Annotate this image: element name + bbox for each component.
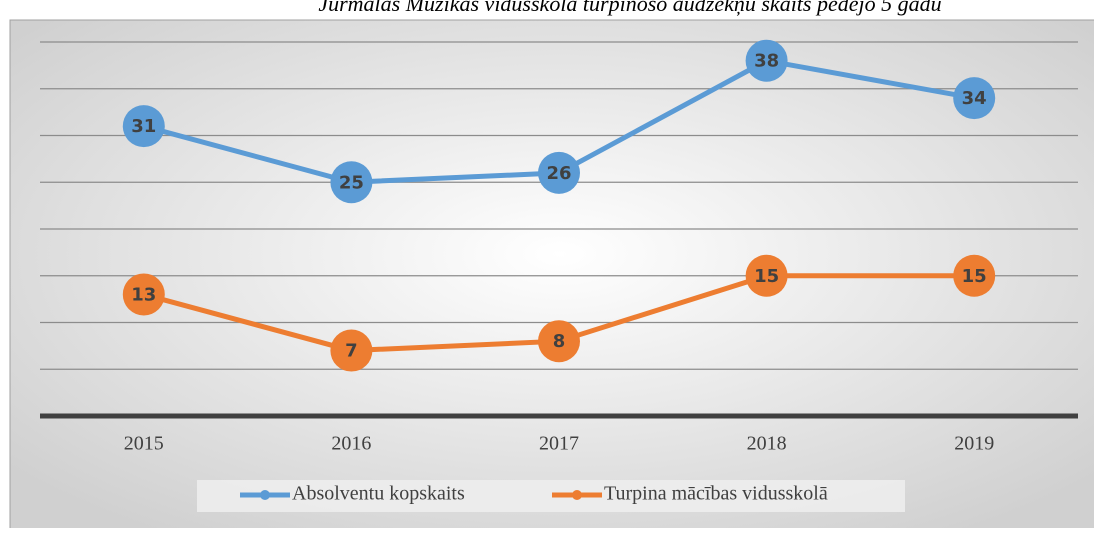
data-point: 15 [953, 254, 996, 297]
data-label: 38 [754, 51, 779, 72]
data-point: 25 [330, 161, 373, 204]
data-point: 34 [953, 77, 996, 120]
x-tick-label: 2016 [331, 433, 371, 455]
data-point: 15 [745, 254, 788, 297]
legend-marker [260, 490, 270, 500]
x-tick-label: 2018 [747, 433, 787, 455]
chart-title: Jūrmalas Mūzikas vidusskolā turpinošo au… [318, 0, 941, 16]
legend-label: Absolventu kopskaits [292, 483, 465, 505]
marker [745, 39, 788, 82]
data-label: 15 [754, 266, 779, 287]
data-label: 13 [131, 284, 156, 305]
marker [122, 273, 165, 316]
x-tick-label: 2019 [954, 433, 994, 455]
data-label: 8 [553, 331, 566, 352]
data-label: 7 [345, 341, 358, 362]
data-point: 7 [330, 329, 373, 372]
marker [953, 254, 996, 297]
marker [330, 329, 373, 372]
marker [122, 105, 165, 148]
marker [538, 151, 580, 194]
data-point: 26 [538, 151, 580, 194]
data-point: 31 [122, 105, 165, 148]
legend-marker [572, 490, 582, 500]
data-label: 34 [962, 88, 987, 109]
data-label: 26 [546, 163, 571, 184]
marker [538, 320, 580, 363]
marker [745, 254, 788, 297]
legend-label: Turpina mācības vidusskolā [604, 483, 828, 505]
x-tick-label: 2017 [539, 433, 579, 455]
data-label: 25 [339, 172, 364, 193]
marker [330, 161, 373, 204]
marker [953, 77, 996, 120]
data-point: 8 [538, 320, 580, 363]
legend-box [197, 480, 905, 512]
x-tick-label: 2015 [124, 433, 164, 455]
data-point: 38 [745, 39, 788, 82]
data-point: 13 [122, 273, 165, 316]
data-label: 31 [131, 116, 156, 137]
data-label: 15 [962, 266, 987, 287]
